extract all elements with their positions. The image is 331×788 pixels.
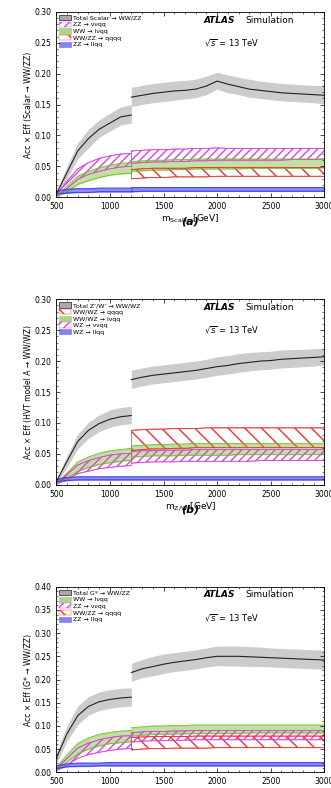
Text: ATLAS: ATLAS: [204, 303, 235, 312]
Legend: Total Scalar → WW/ZZ, ZZ → ννqq, WW → lνqq, WW/ZZ → qqqq, ZZ → llqq: Total Scalar → WW/ZZ, ZZ → ννqq, WW → lν…: [58, 13, 142, 49]
Text: ATLAS: ATLAS: [204, 590, 235, 600]
Y-axis label: Acc × Eff (HVT model A → WW/WZ): Acc × Eff (HVT model A → WW/WZ): [24, 325, 33, 459]
X-axis label: m$_{\mathrm{Scalar}}$ [GeV]: m$_{\mathrm{Scalar}}$ [GeV]: [161, 213, 219, 225]
Y-axis label: Acc × Eff (G* → WW/ZZ): Acc × Eff (G* → WW/ZZ): [24, 634, 33, 726]
Legend: Total G* → WW/ZZ, WW → lνqq, ZZ → ννqq, WW/ZZ → qqqq, ZZ → llqq: Total G* → WW/ZZ, WW → lνqq, ZZ → ννqq, …: [58, 589, 131, 623]
Text: Simulation: Simulation: [245, 590, 294, 600]
Text: (b): (b): [181, 504, 200, 515]
X-axis label: m$_{\mathrm{Z/W}}$ [GeV]: m$_{\mathrm{Z/W}}$ [GeV]: [165, 500, 216, 513]
Text: $\sqrt{s}$ = 13 TeV: $\sqrt{s}$ = 13 TeV: [204, 38, 259, 49]
Text: $\sqrt{s}$ = 13 TeV: $\sqrt{s}$ = 13 TeV: [204, 325, 259, 336]
Text: Simulation: Simulation: [245, 16, 294, 24]
Text: Simulation: Simulation: [245, 303, 294, 312]
Text: (a): (a): [181, 217, 199, 227]
Y-axis label: Acc × Eff (Scalar → WW/ZZ): Acc × Eff (Scalar → WW/ZZ): [24, 51, 33, 158]
Text: ATLAS: ATLAS: [204, 16, 235, 24]
Legend: Total Z’/W’ → WW/WZ, WW/WZ → qqqq, WW/WZ → lνqq, WZ → ννqq, WZ → llqq: Total Z’/W’ → WW/WZ, WW/WZ → qqqq, WW/WZ…: [58, 301, 141, 336]
Text: $\sqrt{s}$ = 13 TeV: $\sqrt{s}$ = 13 TeV: [204, 613, 259, 624]
